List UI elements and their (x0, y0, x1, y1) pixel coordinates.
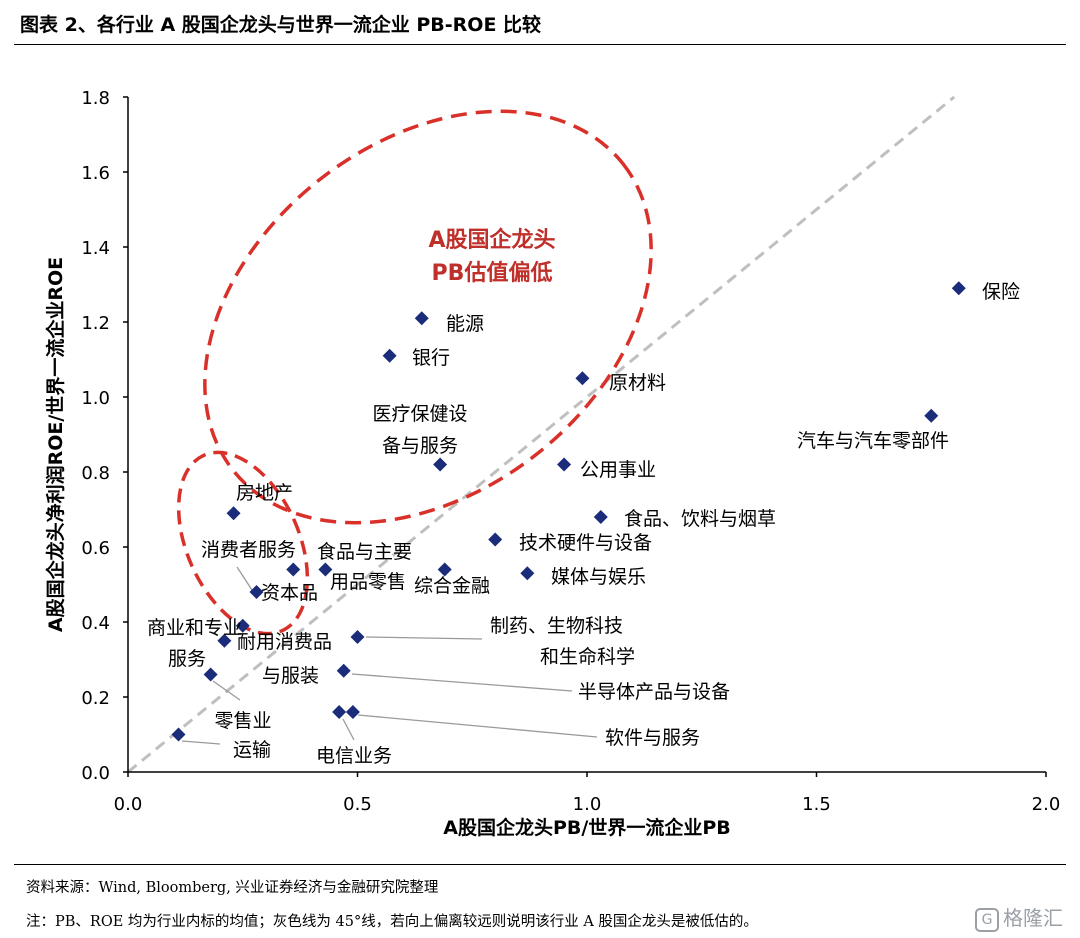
x-tick-label: 1.5 (802, 794, 831, 815)
y-tick-label: 1.2 (81, 313, 110, 334)
data-point-marker (951, 281, 966, 296)
data-point-marker (557, 457, 572, 472)
data-point-marker (575, 371, 590, 386)
data-point-marker (336, 663, 351, 678)
y-tick-label: 1.8 (81, 88, 110, 109)
footnote: 注：PB、ROE 均为行业内标的均值；灰色线为 45°线，若向上偏离较远则说明该… (26, 914, 758, 930)
data-point-label: 服务 (168, 648, 206, 670)
data-point-marker (382, 348, 397, 363)
x-tick-label: 2.0 (1032, 794, 1061, 815)
label-leader-line (342, 718, 355, 741)
data-point-label: 能源 (446, 313, 484, 335)
label-leader-line (365, 636, 483, 640)
scatter-chart: 0.0 0.2 0.4 0.6 0.8 1.0 1.2 1.4 1.6 1.8 0.0 0.5 1.0 1… (44, 88, 1061, 839)
data-point-marker (249, 585, 264, 599)
bottom-rule (14, 864, 1066, 865)
data-point-label: 汽车与汽车零部件 (797, 430, 949, 452)
data-point-marker (433, 457, 448, 472)
data-point-marker (488, 532, 503, 547)
top-rule (14, 44, 1066, 45)
data-point-marker (350, 630, 365, 644)
data-point-label: 备与服务 (382, 435, 458, 457)
data-point-label: 资本品 (261, 582, 318, 604)
data-point-marker (171, 727, 186, 742)
data-point-label: 电信业务 (316, 745, 392, 767)
data-point-marker (520, 566, 535, 581)
data-point-label: 零售业 (214, 710, 271, 732)
watermark: G 格隆汇 (975, 902, 1063, 932)
label-leader-line (181, 740, 221, 745)
source-note: 资料来源：Wind, Bloomberg, 兴业证券经济与金融研究院整理 (26, 880, 439, 896)
data-point-label: 制药、生物科技 (490, 615, 623, 637)
data-point-marker (332, 705, 347, 719)
label-leader-line (212, 680, 241, 701)
y-tick-label: 0.6 (81, 538, 110, 559)
figure-title: 图表 2、各行业 A 股国企龙头与世界一流企业 PB-ROE 比较 (20, 14, 542, 36)
data-point-label: 技术硬件与设备 (519, 532, 652, 554)
x-tick-label: 0.0 (114, 794, 143, 815)
label-leader-line (357, 714, 598, 738)
data-point-marker (286, 562, 301, 577)
data-point-label: 医疗保健设 (372, 403, 467, 425)
data-point-label: 银行 (412, 347, 450, 369)
x-axis-title: A股国企龙头PB/世界一流企业PB (443, 816, 730, 839)
data-point-label: 房地产 (236, 482, 293, 504)
undervalued-region-ellipse (203, 109, 653, 525)
real-estate-region-ellipse (176, 450, 310, 636)
y-tick-label: 1.0 (81, 388, 110, 409)
diagonal-reference-line (127, 95, 956, 774)
data-point-label: 保险 (982, 281, 1020, 303)
data-point-label: 和生命科学 (540, 646, 635, 668)
data-points (171, 281, 966, 742)
annotation-line-1: A股国企龙头 (428, 227, 555, 253)
watermark-text: 格隆汇 (1003, 906, 1063, 930)
data-point-label: 原材料 (609, 372, 666, 394)
data-point-label: 食品与主要 (317, 541, 412, 563)
data-point-marker (437, 562, 452, 577)
data-point-label: 媒体与娱乐 (551, 566, 646, 588)
data-point-marker (203, 667, 218, 682)
x-tick-label: 0.5 (343, 794, 372, 815)
label-leader-line (236, 566, 253, 591)
y-tick-label: 0.2 (81, 688, 110, 709)
data-point-marker (924, 408, 939, 423)
label-leader-line (351, 673, 573, 692)
data-point-marker (226, 506, 241, 521)
data-point-label: 公用事业 (580, 459, 656, 481)
data-point-label: 耐用消费品 (237, 631, 332, 653)
data-point-label: 半导体产品与设备 (578, 681, 730, 703)
data-point-label: 与服装 (262, 665, 319, 687)
annotation-line-2: PB估值偏低 (432, 260, 553, 286)
y-tick-label: 0.4 (81, 613, 110, 634)
watermark-logo-icon: G (975, 907, 999, 932)
data-point-marker (345, 705, 360, 719)
data-point-label: 消费者服务 (201, 539, 296, 561)
data-point-label: 食品、饮料与烟草 (624, 508, 776, 530)
leader-lines (181, 566, 598, 745)
data-point-marker (593, 510, 608, 524)
data-point-label: 运输 (233, 739, 271, 761)
y-tick-label: 0.8 (81, 463, 110, 484)
data-point-label: 软件与服务 (605, 727, 700, 749)
data-point-marker (235, 618, 250, 633)
data-point-marker (217, 633, 232, 648)
data-point-label: 用品零售 (330, 571, 406, 593)
y-axis-title: A股国企龙头净利润ROE/世界一流企业ROE (44, 257, 67, 632)
data-point-marker (414, 311, 429, 326)
x-tick-label: 1.0 (573, 794, 602, 815)
y-tick-label: 1.4 (81, 238, 110, 259)
y-tick-label: 0.0 (81, 763, 110, 784)
data-point-marker (318, 562, 333, 577)
data-point-label: 商业和专业 (147, 617, 242, 639)
y-tick-label: 1.6 (81, 163, 110, 184)
data-point-label: 综合金融 (414, 575, 490, 597)
